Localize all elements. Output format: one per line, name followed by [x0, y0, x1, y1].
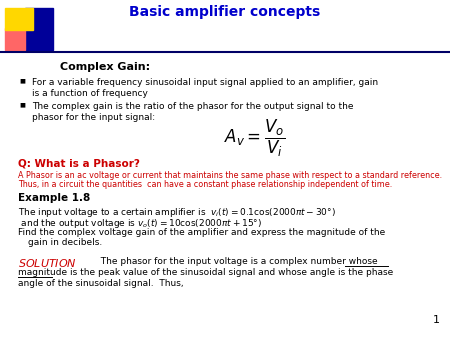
Text: angle of the sinusoidal signal.  Thus,: angle of the sinusoidal signal. Thus, [18, 279, 184, 288]
Text: magnitude is the peak value of the sinusoidal signal and whose angle is the phas: magnitude is the peak value of the sinus… [18, 268, 393, 277]
Text: gain in decibels.: gain in decibels. [28, 238, 102, 247]
Text: The phasor for the input voltage is a complex number whose: The phasor for the input voltage is a co… [95, 257, 378, 266]
Text: Basic amplifier concepts: Basic amplifier concepts [130, 5, 320, 19]
Text: ■: ■ [19, 78, 25, 83]
Text: The input voltage to a certain amplifier is  $v_i(t) = 0.1\cos(2000\pi t - 30°)$: The input voltage to a certain amplifier… [18, 206, 336, 219]
Text: Thus, in a circuit the quantities  can have a constant phase relationship indepe: Thus, in a circuit the quantities can ha… [18, 180, 392, 189]
Text: Find the complex voltage gain of the amplifier and express the magnitude of the: Find the complex voltage gain of the amp… [18, 228, 385, 237]
Text: $\mathit{SOLUTION}$: $\mathit{SOLUTION}$ [18, 257, 77, 269]
Text: For a variable frequency sinusoidal input signal applied to an amplifier, gain: For a variable frequency sinusoidal inpu… [32, 78, 378, 87]
Text: Complex Gain:: Complex Gain: [60, 62, 150, 72]
Text: phasor for the input signal:: phasor for the input signal: [32, 113, 155, 122]
Text: $A_v = \dfrac{V_o}{V_i}$: $A_v = \dfrac{V_o}{V_i}$ [225, 118, 286, 159]
Text: The complex gain is the ratio of the phasor for the output signal to the: The complex gain is the ratio of the pha… [32, 102, 354, 111]
Text: A Phasor is an ac voltage or current that maintains the same phase with respect : A Phasor is an ac voltage or current tha… [18, 171, 442, 180]
Text: Q: What is a Phasor?: Q: What is a Phasor? [18, 158, 140, 168]
Bar [5, 8, 33, 30]
Bar [25, 8, 53, 50]
Text: is a function of frequency: is a function of frequency [32, 89, 148, 98]
Text: ■: ■ [19, 102, 25, 107]
Text: Example 1.8: Example 1.8 [18, 193, 90, 203]
Text: and the output voltage is $v_o(t) = 10\cos(2000\pi t + 15°)$: and the output voltage is $v_o(t) = 10\c… [18, 217, 262, 230]
Bar [5, 28, 25, 50]
Text: 1: 1 [433, 315, 440, 325]
